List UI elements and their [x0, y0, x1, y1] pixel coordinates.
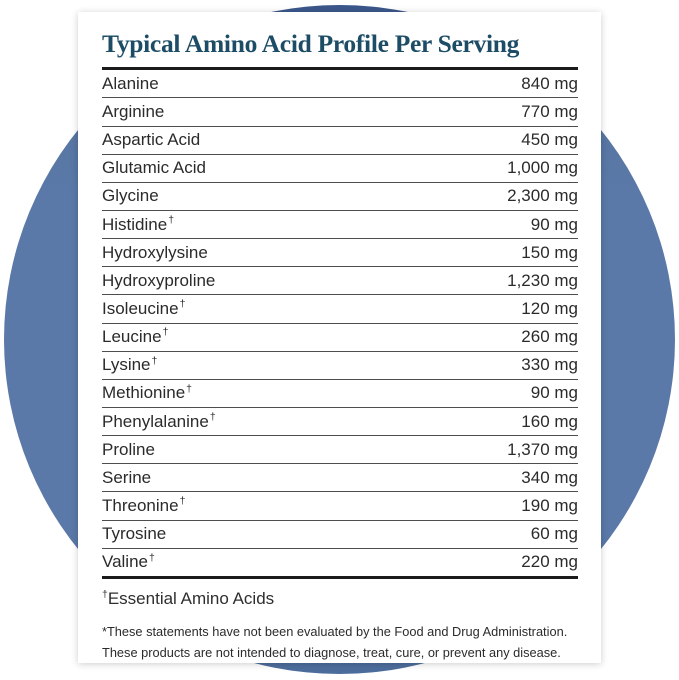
- table-bottom-divider: [102, 575, 578, 579]
- table-row: Histidine† 90 mg: [102, 211, 578, 240]
- table-row: Threonine† 190 mg: [102, 492, 578, 521]
- table-row: Glycine 2,300 mg: [102, 183, 578, 212]
- amino-acid-name: Threonine†: [102, 495, 186, 515]
- essential-note-label: Essential Amino Acids: [107, 588, 275, 608]
- amino-acid-name: Lysine†: [102, 354, 158, 375]
- table-row: Arginine 770 mg: [102, 98, 578, 127]
- page-title: Typical Amino Acid Profile Per Serving: [102, 29, 520, 58]
- table-row: Hydroxylysine 150 mg: [102, 239, 578, 268]
- amino-acid-amount: 1,230 mg: [507, 270, 578, 290]
- table-row: Serine 340 mg: [102, 464, 578, 493]
- amino-acid-table: Alanine 840 mg Arginine 770 mg Aspartic …: [102, 70, 578, 576]
- amino-acid-amount: 2,300 mg: [507, 186, 578, 206]
- amino-acid-amount: 340 mg: [521, 467, 578, 487]
- dagger-icon: †: [186, 382, 193, 395]
- table-row: Phenylalanine† 160 mg: [102, 408, 578, 437]
- amino-acid-amount: 450 mg: [521, 130, 578, 150]
- amino-acid-amount: 90 mg: [530, 214, 578, 234]
- amino-acid-amount: 120 mg: [521, 299, 578, 318]
- amino-acid-amount: 190 mg: [521, 495, 578, 515]
- dagger-icon: †: [151, 354, 158, 367]
- amino-acid-name: Histidine†: [102, 213, 175, 234]
- amino-acid-amount: 220 mg: [521, 552, 578, 572]
- table-row: Alanine 840 mg: [102, 70, 578, 99]
- amino-acid-name: Arginine: [102, 102, 165, 122]
- essential-note: †Essential Amino Acids: [102, 589, 578, 609]
- amino-acid-amount: 1,000 mg: [507, 158, 578, 178]
- table-row: Methionine† 90 mg: [102, 380, 578, 408]
- table-row: Proline 1,370 mg: [102, 436, 578, 465]
- amino-acid-name: Isoleucine†: [102, 298, 186, 318]
- dagger-icon: †: [179, 495, 186, 508]
- amino-acid-amount: 150 mg: [521, 242, 578, 262]
- amino-acid-amount: 840 mg: [521, 73, 578, 93]
- label-card-content: Typical Amino Acid Profile Per Serving A…: [78, 12, 601, 663]
- dagger-icon: †: [209, 410, 216, 423]
- label-card: Typical Amino Acid Profile Per Serving A…: [78, 12, 601, 663]
- amino-acid-amount: 260 mg: [521, 327, 578, 347]
- title-divider: [102, 67, 578, 71]
- table-row: Glutamic Acid 1,000 mg: [102, 155, 578, 183]
- dagger-icon: †: [162, 326, 169, 339]
- amino-acid-amount: 60 mg: [530, 524, 578, 544]
- amino-acid-name: Aspartic Acid: [102, 130, 201, 150]
- amino-acid-name: Glutamic Acid: [102, 158, 206, 178]
- table-row: Isoleucine† 120 mg: [102, 295, 578, 324]
- amino-acid-amount: 1,370 mg: [507, 439, 578, 459]
- fda-disclaimer: *These statements have not been evaluate…: [102, 622, 578, 663]
- table-row: Lysine† 330 mg: [102, 352, 578, 380]
- fda-disclaimer-line-1: *These statements have not been evaluate…: [102, 623, 568, 639]
- amino-acid-name: Hydroxyproline: [102, 270, 216, 290]
- amino-acid-amount: 330 mg: [521, 355, 578, 375]
- dagger-icon: †: [102, 588, 108, 601]
- table-row: Valine† 220 mg: [102, 549, 578, 576]
- dagger-icon: †: [168, 213, 175, 226]
- amino-acid-name: Methionine†: [102, 382, 193, 403]
- fda-disclaimer-line-2: These products are not intended to diagn…: [102, 644, 561, 660]
- amino-acid-amount: 770 mg: [521, 102, 578, 122]
- table-row: Tyrosine 60 mg: [102, 521, 578, 549]
- amino-acid-name: Proline: [102, 439, 155, 459]
- dagger-icon: †: [149, 551, 155, 564]
- amino-acid-name: Alanine: [102, 73, 159, 93]
- amino-acid-amount: 160 mg: [521, 411, 578, 431]
- amino-acid-amount: 90 mg: [530, 383, 578, 403]
- table-row: Leucine† 260 mg: [102, 324, 578, 352]
- amino-acid-name: Tyrosine: [102, 524, 167, 544]
- amino-acid-name: Phenylalanine†: [102, 410, 216, 431]
- amino-acid-name: Serine: [102, 467, 152, 487]
- table-row: Hydroxyproline 1,230 mg: [102, 267, 578, 296]
- table-row: Aspartic Acid 450 mg: [102, 127, 578, 155]
- amino-acid-name: Valine†: [102, 551, 155, 572]
- amino-acid-name: Leucine†: [102, 326, 169, 347]
- amino-acid-name: Hydroxylysine: [102, 242, 208, 262]
- amino-acid-name: Glycine: [102, 186, 159, 206]
- dagger-icon: †: [179, 298, 186, 311]
